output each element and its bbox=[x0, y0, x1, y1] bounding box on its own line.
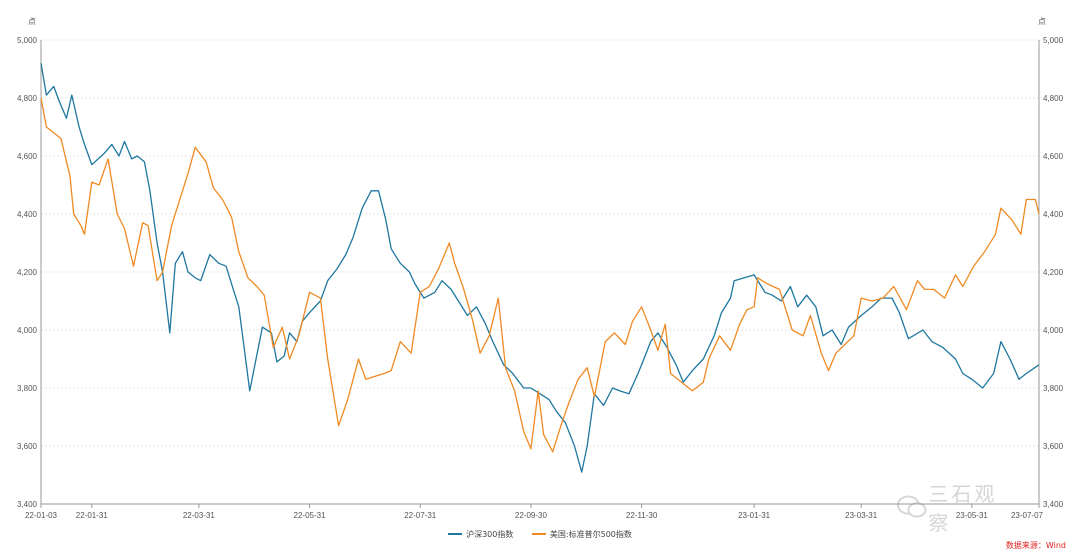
y-tick-label-right: 3,600 bbox=[1043, 442, 1064, 451]
legend-item-sp500[interactable]: 美国:标准普尔500指数 bbox=[531, 529, 632, 540]
y-tick-label-right: 5,000 bbox=[1043, 36, 1064, 45]
legend-swatch-sp500 bbox=[531, 533, 546, 535]
series-lines bbox=[40, 63, 1040, 473]
y-unit-right: 点 bbox=[1038, 17, 1046, 26]
x-tick-label: 23-03-31 bbox=[845, 511, 878, 520]
grid bbox=[41, 39, 1039, 447]
y-tick-label-left: 4,000 bbox=[17, 326, 38, 335]
data-source: 数据来源：Wind bbox=[1005, 541, 1066, 550]
y-tick-label-left: 4,600 bbox=[17, 152, 38, 161]
y-tick-label-right: 4,800 bbox=[1043, 94, 1064, 103]
y-tick-label-right: 3,400 bbox=[1043, 500, 1064, 509]
x-tick-label: 23-07-07 bbox=[1011, 511, 1044, 520]
x-tick-label: 22-05-31 bbox=[294, 511, 327, 520]
legend-label-sp500: 美国:标准普尔500指数 bbox=[549, 529, 632, 539]
axes: 3,400 3,400 3,600 3,600 3,800 3,800 4,000 4,000… bbox=[17, 36, 1064, 520]
x-tick-label: 22-01-03 bbox=[25, 511, 58, 520]
y-tick-label-left: 3,400 bbox=[17, 500, 38, 509]
x-tick-label: 22-03-31 bbox=[183, 511, 216, 520]
x-tick-label: 23-05-31 bbox=[956, 511, 989, 520]
series-line-sp500 bbox=[40, 97, 1040, 453]
y-tick-label-left: 3,800 bbox=[17, 384, 38, 393]
y-tick-label-right: 4,400 bbox=[1043, 210, 1064, 219]
x-tick-label: 22-01-31 bbox=[76, 511, 109, 520]
x-tick-label: 23-01-31 bbox=[738, 511, 771, 520]
legend-label-csi300: 沪深300指数 bbox=[466, 529, 514, 539]
wechat-icon bbox=[896, 495, 927, 518]
y-tick-label-right: 4,000 bbox=[1043, 326, 1064, 335]
x-tick-label: 22-11-30 bbox=[626, 511, 658, 520]
y-tick-label-right: 4,200 bbox=[1043, 268, 1064, 277]
y-tick-label-left: 5,000 bbox=[17, 36, 38, 45]
legend-item-csi300[interactable]: 沪深300指数 bbox=[448, 529, 513, 540]
y-tick-label-left: 4,400 bbox=[17, 210, 38, 219]
x-tick-label: 22-09-30 bbox=[515, 511, 548, 520]
y-tick-label-left: 4,200 bbox=[17, 268, 38, 277]
y-tick-label-right: 3,800 bbox=[1043, 384, 1064, 393]
y-tick-label-right: 4,600 bbox=[1043, 152, 1064, 161]
y-tick-label-left: 3,600 bbox=[17, 442, 38, 451]
y-unit-left: 点 bbox=[28, 17, 36, 26]
series-line-csi300 bbox=[40, 63, 1040, 473]
legend-swatch-csi300 bbox=[448, 533, 463, 535]
watermark: 三石观察 bbox=[896, 482, 1016, 535]
y-tick-label-left: 4,800 bbox=[17, 94, 38, 103]
watermark-text: 三石观察 bbox=[928, 482, 998, 535]
legend: 沪深300指数 美国:标准普尔500指数 bbox=[0, 528, 1080, 540]
x-tick-label: 22-07-31 bbox=[404, 511, 437, 520]
